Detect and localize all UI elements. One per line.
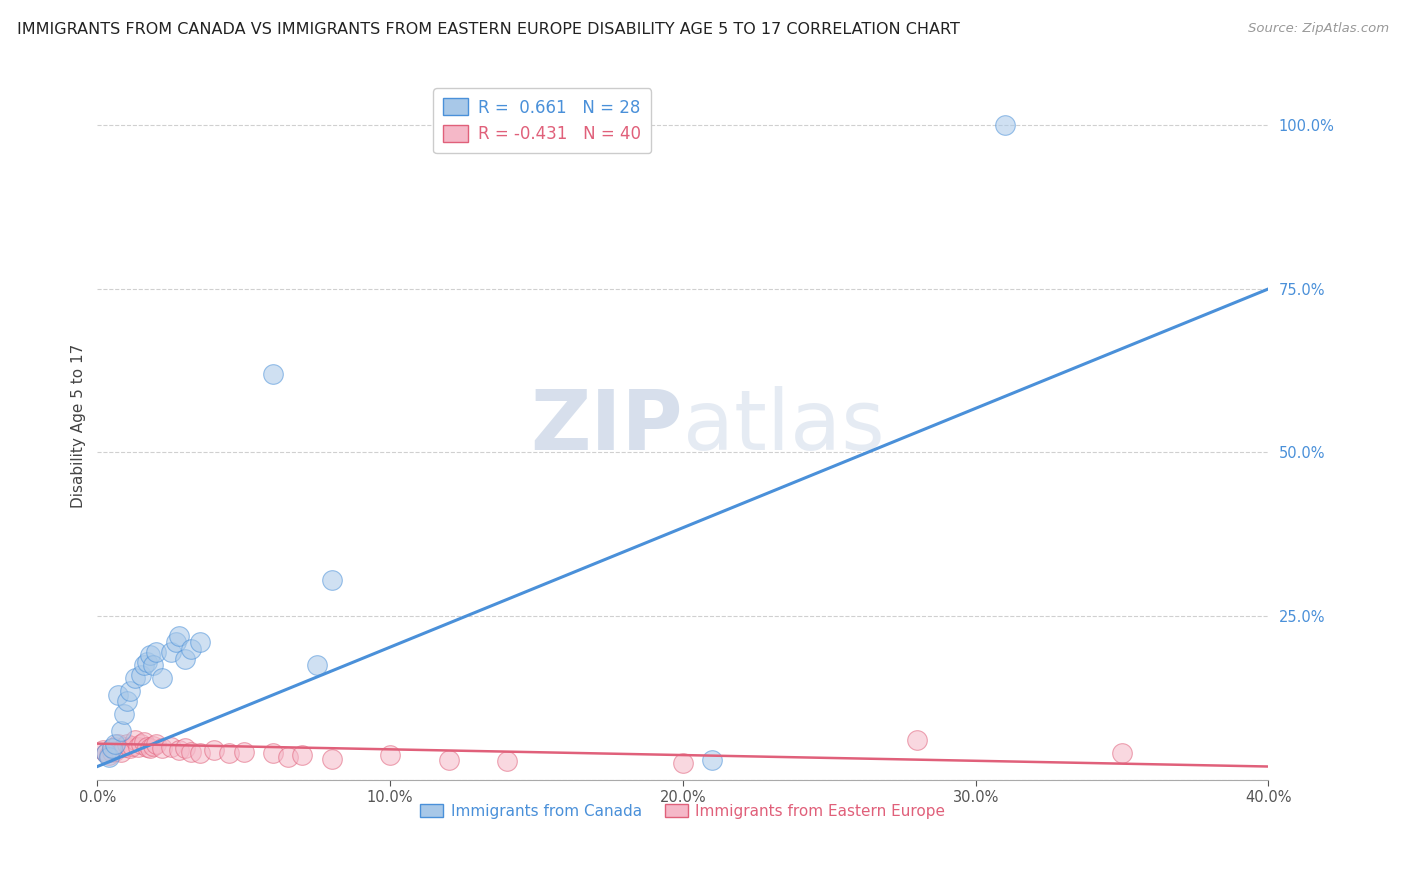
Point [136,655,159,669]
Point [159,645,181,659]
Point [145,645,167,659]
Point [496,754,519,768]
Point [188,635,211,649]
Point [291,747,314,762]
Point [174,741,197,756]
Point [1111,747,1133,761]
Point [136,739,159,754]
Point [232,745,254,759]
Point [150,671,173,685]
Point [101,741,124,756]
Point [378,747,401,762]
Point [110,723,132,738]
Point [94,747,117,761]
Point [129,737,152,751]
Point [159,739,181,754]
Point [101,745,124,759]
Point [218,747,240,761]
Point [104,739,127,754]
Text: atlas: atlas [683,386,884,467]
Text: ZIP: ZIP [530,386,683,467]
Point [112,707,135,722]
Point [104,737,127,751]
Point [174,651,197,665]
Point [124,671,146,685]
Point [121,739,143,753]
Point [180,641,202,656]
Point [139,648,162,663]
Point [150,741,173,756]
Point [110,745,132,759]
Point [112,739,135,754]
Point [905,733,928,747]
Point [262,747,284,761]
Point [94,747,117,761]
Y-axis label: Disability Age 5 to 17: Disability Age 5 to 17 [72,344,86,508]
Point [305,658,328,673]
Point [262,367,284,381]
Point [180,745,202,759]
Point [98,747,121,762]
Point [134,734,156,748]
Point [672,756,695,771]
Point [188,747,211,761]
Text: IMMIGRANTS FROM CANADA VS IMMIGRANTS FROM EASTERN EUROPE DISABILITY AGE 5 TO 17 : IMMIGRANTS FROM CANADA VS IMMIGRANTS FRO… [17,22,960,37]
Point [994,118,1017,132]
Point [169,743,191,757]
Point [134,658,156,673]
Point [115,694,138,708]
Point [115,737,138,751]
Point [118,741,141,756]
Text: Source: ZipAtlas.com: Source: ZipAtlas.com [1249,22,1389,36]
Point [98,749,121,764]
Point [107,737,129,751]
Point [118,684,141,698]
Point [321,573,343,587]
Point [204,743,226,757]
Point [129,668,152,682]
Point [107,688,129,702]
Point [277,749,299,764]
Point [142,658,165,673]
Point [145,737,167,751]
Point [139,741,162,756]
Point [127,739,149,754]
Point [321,752,343,766]
Point [437,753,460,767]
Legend: Immigrants from Canada, Immigrants from Eastern Europe: Immigrants from Canada, Immigrants from … [415,797,952,825]
Point [101,741,124,756]
Point [142,739,165,753]
Point [124,733,146,747]
Point [702,753,724,767]
Point [104,744,127,758]
Point [165,635,187,649]
Point [91,743,114,757]
Point [169,629,191,643]
